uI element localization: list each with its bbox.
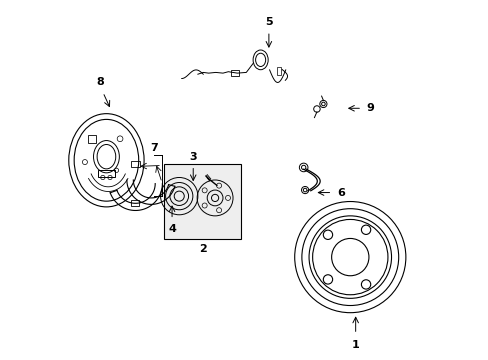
Bar [88,135,96,143]
Bar [276,67,281,75]
Bar [131,201,139,206]
Text: 7: 7 [150,143,158,153]
Bar [230,69,238,76]
Text: 2: 2 [198,244,206,254]
Text: 6: 6 [336,188,344,198]
Bar [165,163,172,169]
Text: 8: 8 [96,77,104,87]
Text: 5: 5 [264,17,272,27]
Bar [131,161,140,167]
Bar [98,170,115,177]
Text: 3: 3 [189,152,197,162]
Text: 9: 9 [366,103,373,113]
Text: 4: 4 [168,224,176,234]
Bar [163,164,241,239]
Text: 1: 1 [351,339,359,350]
